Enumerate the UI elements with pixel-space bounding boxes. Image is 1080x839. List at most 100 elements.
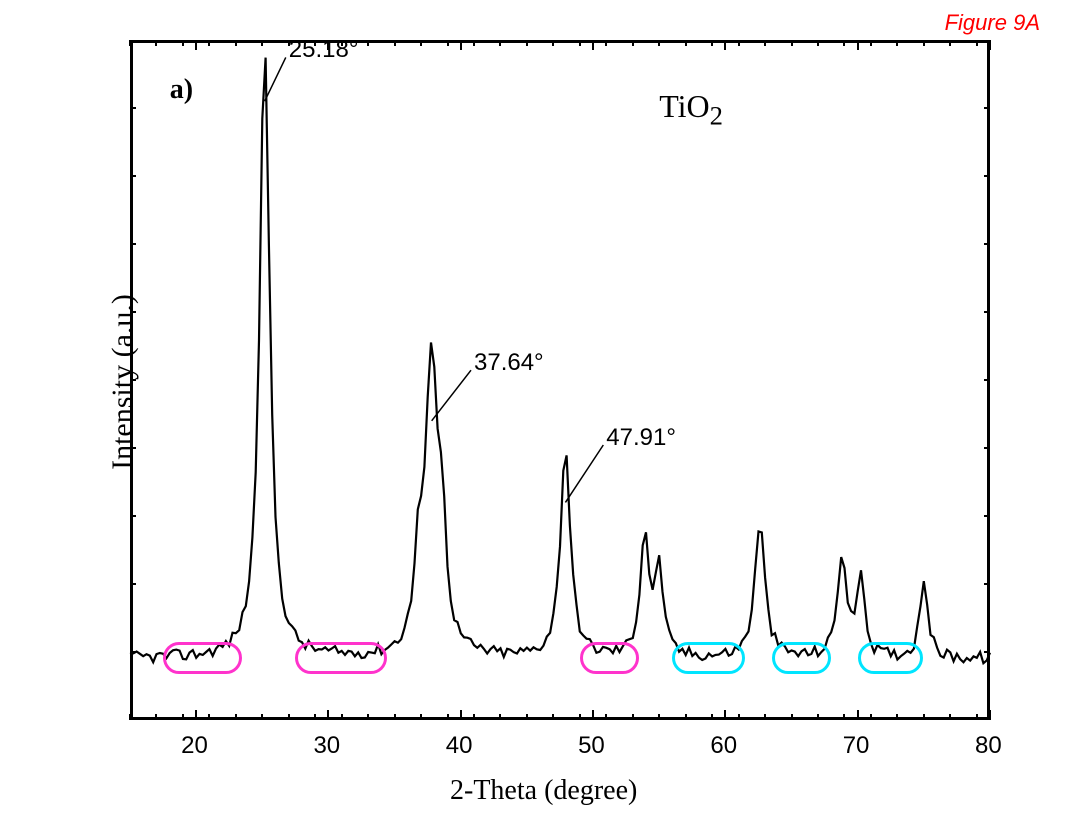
x-tick-label: 20 [181,732,208,760]
x-tick-minor [341,714,343,720]
x-tick-minor-top [420,40,422,46]
y-tick-minor-left [130,311,136,313]
x-tick-minor-top [923,40,925,46]
x-tick-minor-top [235,40,237,46]
peak-leader [265,57,286,101]
x-tick-minor-top [499,40,501,46]
highlight-oval [163,642,242,674]
y-tick-minor-left [130,175,136,177]
x-tick-minor [314,714,316,720]
x-tick-minor-top [632,40,634,46]
y-tick-minor-right [984,243,990,245]
y-tick-minor-right [984,515,990,517]
y-tick-minor-right [984,311,990,313]
compound-label: TiO2 [659,88,723,131]
x-tick-minor [367,714,369,720]
x-tick-major-top [195,40,197,50]
y-tick-minor-left [130,515,136,517]
x-tick-minor [685,714,687,720]
y-tick-minor-right [984,107,990,109]
x-tick-minor [394,714,396,720]
x-tick-minor-top [711,40,713,46]
y-tick-minor-left [130,447,136,449]
xrd-svg [0,0,1080,839]
x-tick-minor [949,714,951,720]
x-tick-minor-top [579,40,581,46]
compound-base: TiO [659,88,709,124]
x-tick-minor [288,714,290,720]
x-tick-minor [658,714,660,720]
x-tick-minor-top [843,40,845,46]
y-tick-minor-left [130,243,136,245]
panel-label: a) [170,74,193,106]
x-tick-minor [261,714,263,720]
compound-sub: 2 [710,100,723,130]
highlight-oval [772,642,831,674]
x-tick-minor [791,714,793,720]
x-tick-major [327,710,329,720]
x-tick-minor-top [764,40,766,46]
peak-label: 37.64° [474,349,544,377]
x-tick-minor-top [473,40,475,46]
x-tick-minor-top [526,40,528,46]
x-tick-minor [420,714,422,720]
x-tick-minor [843,714,845,720]
x-tick-minor [870,714,872,720]
x-tick-minor-top [552,40,554,46]
highlight-oval [672,642,744,674]
x-tick-minor [552,714,554,720]
x-tick-label: 60 [710,732,737,760]
peak-leader [432,370,471,421]
x-tick-minor [182,714,184,720]
x-tick-label: 40 [446,732,473,760]
x-tick-minor [605,714,607,720]
x-tick-minor-top [155,40,157,46]
x-tick-minor-top [367,40,369,46]
highlight-oval [858,642,924,674]
x-tick-label: 70 [843,732,870,760]
x-tick-minor-top [182,40,184,46]
peak-label: 25.18° [289,36,359,64]
x-tick-minor-top [447,40,449,46]
x-tick-minor [208,714,210,720]
x-tick-minor [155,714,157,720]
x-tick-major-top [592,40,594,50]
figure-canvas: Figure 9A Intensity (a.u.) 2-Theta (degr… [0,0,1080,839]
y-tick-minor-left [130,651,136,653]
x-tick-minor-top [605,40,607,46]
x-tick-minor [129,714,131,720]
x-tick-minor-top [949,40,951,46]
highlight-oval [580,642,639,674]
x-tick-minor [764,714,766,720]
highlight-oval [295,642,387,674]
x-tick-major [724,710,726,720]
x-tick-minor-top [129,40,131,46]
x-tick-major-top [989,40,991,50]
xrd-trace [130,58,990,664]
x-tick-minor [447,714,449,720]
x-tick-minor [632,714,634,720]
x-tick-minor [976,714,978,720]
x-tick-major [195,710,197,720]
x-tick-minor [738,714,740,720]
x-tick-minor [896,714,898,720]
x-tick-minor-top [976,40,978,46]
x-tick-minor-top [658,40,660,46]
x-tick-minor-top [896,40,898,46]
x-tick-major [857,710,859,720]
y-tick-minor-right [984,447,990,449]
x-tick-minor-top [208,40,210,46]
x-tick-minor-top [261,40,263,46]
x-tick-major-top [724,40,726,50]
x-tick-major-top [460,40,462,50]
x-tick-minor [473,714,475,720]
y-tick-minor-right [984,651,990,653]
x-tick-major-top [857,40,859,50]
x-tick-minor [235,714,237,720]
x-tick-minor [499,714,501,720]
x-tick-minor-top [394,40,396,46]
y-tick-minor-right [984,175,990,177]
x-tick-minor-top [791,40,793,46]
x-tick-major [989,710,991,720]
x-tick-minor [711,714,713,720]
